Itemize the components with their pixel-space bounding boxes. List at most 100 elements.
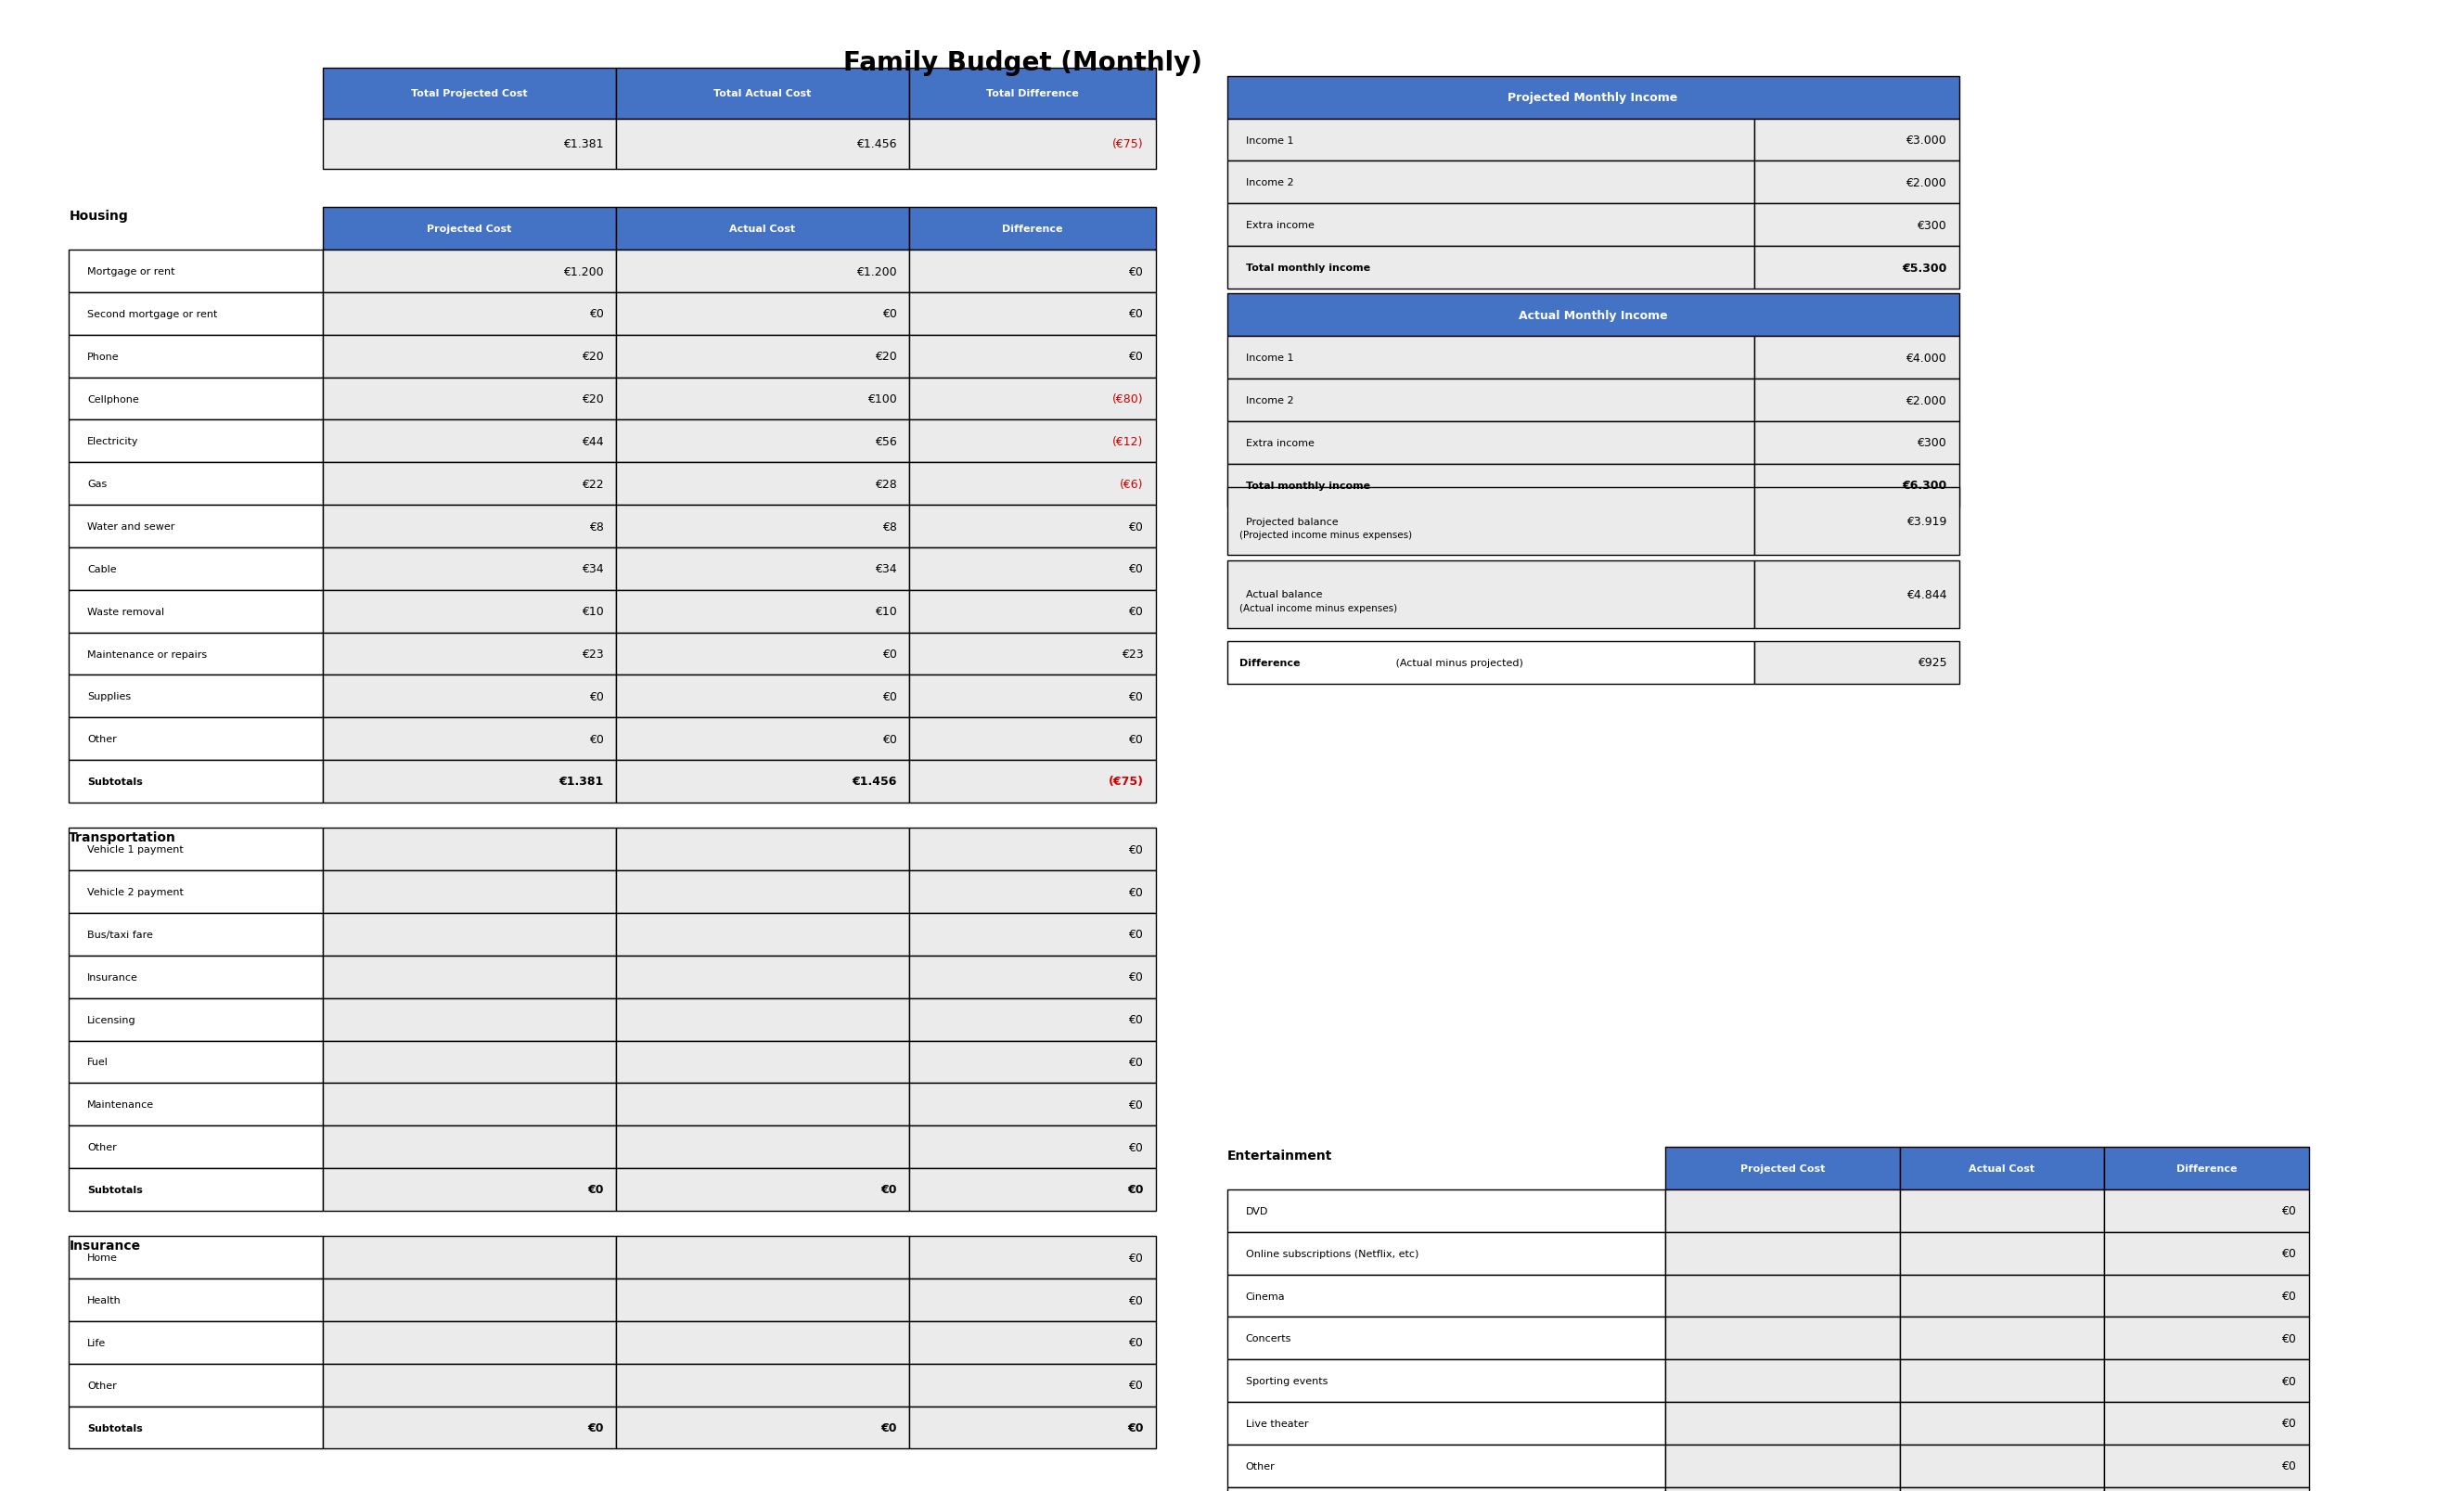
Text: €0: €0 bbox=[2282, 1205, 2296, 1217]
Text: Income 2: Income 2 bbox=[1247, 179, 1294, 188]
Bar bbox=[1666, 1275, 1900, 1317]
Text: €2.000: €2.000 bbox=[1907, 395, 1947, 407]
Text: €56: €56 bbox=[875, 435, 897, 447]
Text: Waste removal: Waste removal bbox=[89, 607, 165, 616]
Text: €4.000: €4.000 bbox=[1907, 352, 1947, 364]
Text: Phone: Phone bbox=[89, 352, 121, 361]
Text: €925: €925 bbox=[1917, 656, 1947, 669]
Bar bbox=[323, 209, 616, 250]
Bar bbox=[69, 505, 323, 549]
Bar bbox=[1900, 1402, 2104, 1445]
Text: (€12): (€12) bbox=[1111, 435, 1143, 447]
Text: Other: Other bbox=[89, 1381, 116, 1390]
Text: Projected balance: Projected balance bbox=[1247, 517, 1338, 526]
Text: €0: €0 bbox=[1129, 350, 1143, 362]
Bar bbox=[1666, 1317, 1900, 1360]
Bar bbox=[1666, 1445, 1900, 1487]
Bar bbox=[909, 377, 1156, 420]
Bar bbox=[323, 505, 616, 549]
Text: Entertainment: Entertainment bbox=[1227, 1150, 1333, 1161]
Bar bbox=[616, 464, 909, 505]
Text: Transportation: Transportation bbox=[69, 830, 177, 844]
Bar bbox=[1754, 204, 1959, 246]
Text: Insurance: Insurance bbox=[69, 1239, 140, 1251]
Bar bbox=[909, 1321, 1156, 1364]
Bar bbox=[1227, 1317, 1666, 1360]
Bar bbox=[909, 1279, 1156, 1321]
Bar bbox=[909, 914, 1156, 956]
Bar bbox=[909, 634, 1156, 675]
Text: Actual balance: Actual balance bbox=[1247, 590, 1323, 599]
Text: €10: €10 bbox=[875, 605, 897, 617]
Text: €3.000: €3.000 bbox=[1907, 134, 1947, 146]
Text: Sporting events: Sporting events bbox=[1247, 1376, 1328, 1385]
Bar bbox=[616, 829, 909, 871]
Bar bbox=[1754, 641, 1959, 684]
Text: Other: Other bbox=[1247, 1461, 1274, 1470]
Bar bbox=[909, 420, 1156, 462]
Text: Insurance: Insurance bbox=[89, 972, 138, 981]
Bar bbox=[616, 719, 909, 760]
Bar bbox=[2104, 1317, 2309, 1360]
Bar bbox=[1754, 561, 1959, 629]
Bar bbox=[2104, 1232, 2309, 1275]
Text: Difference: Difference bbox=[1003, 225, 1062, 234]
Bar bbox=[616, 1279, 909, 1321]
Bar bbox=[909, 675, 1156, 719]
Text: €0: €0 bbox=[1129, 265, 1143, 277]
Bar bbox=[323, 1236, 616, 1279]
Text: €0: €0 bbox=[880, 1184, 897, 1196]
Bar bbox=[323, 250, 616, 292]
Text: €8: €8 bbox=[882, 520, 897, 532]
Text: Projected Cost: Projected Cost bbox=[1740, 1163, 1826, 1173]
Bar bbox=[909, 209, 1156, 250]
Bar bbox=[1227, 1190, 1666, 1232]
Text: Difference: Difference bbox=[2176, 1163, 2237, 1173]
Bar bbox=[909, 999, 1156, 1041]
Text: €1.200: €1.200 bbox=[857, 265, 897, 277]
Bar bbox=[1227, 119, 1754, 161]
Text: €0: €0 bbox=[1129, 564, 1143, 576]
Text: €0: €0 bbox=[1129, 1251, 1143, 1263]
Bar bbox=[69, 914, 323, 956]
Bar bbox=[323, 1321, 616, 1364]
Text: €0: €0 bbox=[589, 734, 604, 746]
Text: (€75): (€75) bbox=[1111, 139, 1143, 151]
Bar bbox=[616, 294, 909, 335]
Bar bbox=[323, 1126, 616, 1169]
Text: Subtotals: Subtotals bbox=[89, 777, 143, 786]
Text: €0: €0 bbox=[1129, 1099, 1143, 1111]
Text: Fuel: Fuel bbox=[89, 1057, 108, 1066]
Text: Projected Monthly Income: Projected Monthly Income bbox=[1508, 92, 1678, 104]
Bar bbox=[323, 1084, 616, 1126]
Text: €3.919: €3.919 bbox=[1907, 516, 1947, 528]
Bar bbox=[69, 420, 323, 462]
Text: €34: €34 bbox=[582, 564, 604, 576]
Bar bbox=[1900, 1232, 2104, 1275]
Text: €8: €8 bbox=[589, 520, 604, 532]
Text: €1.200: €1.200 bbox=[564, 265, 604, 277]
Bar bbox=[1900, 1190, 2104, 1232]
Bar bbox=[909, 119, 1156, 170]
Bar bbox=[323, 590, 616, 634]
Bar bbox=[69, 956, 323, 999]
Text: €0: €0 bbox=[1129, 844, 1143, 856]
Bar bbox=[1754, 119, 1959, 161]
Bar bbox=[323, 1169, 616, 1211]
Text: €0: €0 bbox=[1129, 886, 1143, 898]
Text: €1.381: €1.381 bbox=[564, 139, 604, 151]
Text: Maintenance: Maintenance bbox=[89, 1100, 155, 1109]
Text: Housing: Housing bbox=[69, 210, 128, 224]
Bar bbox=[1227, 488, 1754, 556]
Text: Actual Monthly Income: Actual Monthly Income bbox=[1518, 310, 1668, 322]
Text: Supplies: Supplies bbox=[89, 692, 131, 701]
Bar bbox=[909, 294, 1156, 335]
Bar bbox=[909, 719, 1156, 760]
Text: €0: €0 bbox=[589, 309, 604, 321]
Bar bbox=[69, 1236, 323, 1279]
Bar bbox=[616, 634, 909, 675]
Text: €0: €0 bbox=[1129, 1294, 1143, 1306]
Bar bbox=[1227, 246, 1754, 289]
Bar bbox=[909, 590, 1156, 634]
Bar bbox=[1754, 464, 1959, 507]
